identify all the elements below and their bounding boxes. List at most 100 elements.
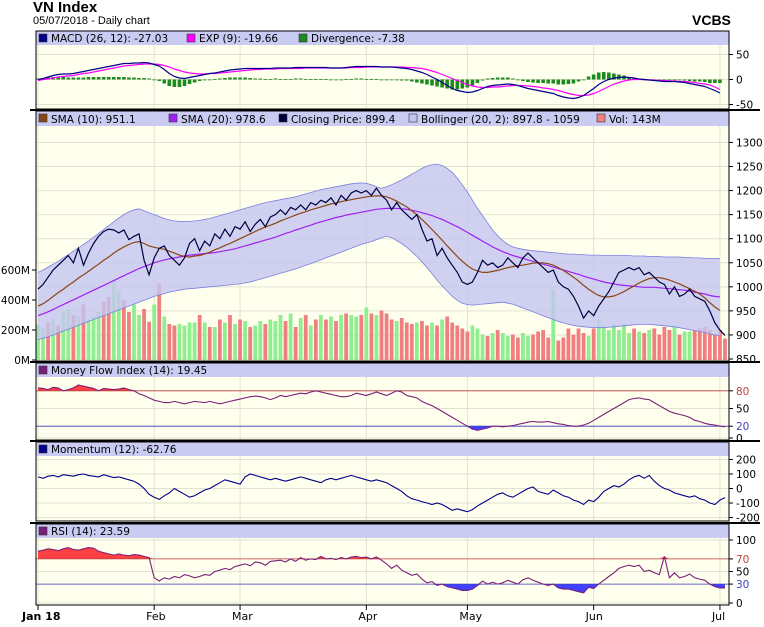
- divergence-bar: [561, 79, 566, 85]
- divergence-bar: [465, 79, 470, 88]
- volume-bar: [359, 315, 364, 360]
- divergence-bar: [268, 79, 273, 80]
- divergence-bar: [601, 72, 606, 80]
- volume-bar: [677, 334, 682, 360]
- momentum-y-tick-label: 100: [736, 469, 756, 481]
- divergence-bar: [106, 77, 111, 80]
- divergence-bar: [364, 79, 369, 80]
- volume-bar: [354, 316, 359, 360]
- volume-bar: [243, 321, 248, 360]
- divergence-bar: [167, 79, 172, 86]
- volume-bar: [207, 327, 212, 360]
- volume-bar: [364, 307, 369, 360]
- divergence-bar: [228, 77, 232, 80]
- divergence-bar: [702, 79, 707, 82]
- divergence-bar: [369, 79, 374, 80]
- price-y-tick-label: 1000: [736, 282, 763, 294]
- momentum-legend-bar: [36, 442, 729, 456]
- macd-legend-swatch: [38, 33, 48, 43]
- price-y-tick-label: 850: [736, 354, 756, 366]
- volume-bar: [632, 328, 636, 360]
- volume-bar: [505, 336, 510, 360]
- volume-bar: [682, 331, 687, 360]
- volume-bar: [41, 328, 45, 360]
- divergence-bar: [187, 79, 192, 84]
- divergence-bar: [172, 79, 177, 87]
- rsi-legend-label: RSI (14): 23.59: [51, 526, 130, 538]
- price-legend-swatch: [278, 113, 288, 123]
- divergence-bar: [253, 78, 258, 80]
- mfi-legend-swatch: [38, 365, 48, 375]
- price-legend-swatch: [408, 113, 418, 123]
- divergence-bar: [223, 78, 227, 80]
- divergence-bar: [425, 79, 429, 85]
- volume-bar: [707, 330, 712, 360]
- divergence-bar: [596, 72, 601, 80]
- volume-bar: [329, 316, 333, 360]
- volume-bar: [657, 334, 662, 360]
- volume-bar: [561, 337, 566, 360]
- divergence-bar: [485, 78, 490, 80]
- divergence-bar: [470, 79, 475, 86]
- volume-bar: [212, 327, 217, 360]
- x-axis-tick-label: Feb: [146, 610, 165, 623]
- price-y-tick-label: 1300: [736, 137, 763, 149]
- volume-bar: [127, 312, 131, 360]
- closing-price-line: [37, 187, 726, 336]
- divergence-bar: [576, 79, 581, 82]
- chart-title: VN Index: [33, 0, 98, 16]
- divergence-bar: [298, 78, 303, 80]
- momentum-y-tick-label: -200: [736, 513, 760, 525]
- divergence-bar: [480, 79, 485, 81]
- divergence-bar: [61, 77, 66, 80]
- volume-y-tick-label: 0M: [14, 355, 30, 367]
- divergence-bar: [152, 79, 156, 81]
- volume-bar: [450, 322, 455, 360]
- volume-bar: [490, 333, 495, 360]
- divergence-bar: [288, 79, 293, 80]
- volume-bar: [617, 330, 621, 360]
- divergence-bar: [238, 77, 242, 80]
- macd-legend-label: Divergence: -7.38: [311, 33, 405, 45]
- volume-bar: [182, 325, 187, 360]
- macd-y-tick-label: 50: [736, 50, 749, 62]
- rsi-y-tick-label: 50: [736, 567, 749, 579]
- price-legend-bar: [36, 111, 729, 126]
- volume-bar: [263, 324, 268, 360]
- volume-bar: [414, 322, 419, 360]
- rsi-line: [37, 547, 725, 594]
- volume-bar: [374, 315, 379, 360]
- chart-subtitle: 05/07/2018 - Daily chart: [33, 15, 150, 27]
- divergence-bar: [450, 79, 455, 90]
- price-y-tick-label: 1100: [736, 234, 763, 246]
- volume-bar: [687, 331, 692, 360]
- divergence-bar: [182, 79, 187, 86]
- divergence-bar: [551, 79, 556, 84]
- divergence-bar: [177, 79, 182, 87]
- volume-bar: [106, 297, 111, 360]
- divergence-bar: [192, 79, 197, 83]
- volume-bar: [228, 315, 232, 360]
- bollinger-band: [38, 164, 720, 340]
- divergence-bar: [455, 79, 460, 90]
- divergence-bar: [430, 79, 434, 86]
- macd-y-tick-label: 0: [736, 75, 743, 87]
- macd-legend-label: MACD (26, 12): -27.03: [51, 33, 168, 45]
- divergence-bar: [91, 77, 96, 80]
- volume-bar: [339, 315, 343, 360]
- divergence-bar: [500, 77, 505, 80]
- volume-bar: [445, 316, 450, 360]
- divergence-bar: [571, 79, 576, 84]
- x-axis-tick-label: Jan 18: [21, 610, 60, 623]
- divergence-bar: [404, 79, 409, 81]
- divergence-bar: [521, 79, 525, 81]
- volume-bar: [177, 324, 182, 360]
- divergence-bar: [389, 79, 394, 81]
- volume-bar: [647, 330, 652, 360]
- mfi-y-tick-label: 0: [736, 433, 743, 445]
- divergence-bar: [627, 77, 631, 80]
- volume-bar: [551, 289, 556, 360]
- volume-y-tick-label: 400M: [1, 295, 30, 307]
- divergence-bar: [273, 78, 278, 80]
